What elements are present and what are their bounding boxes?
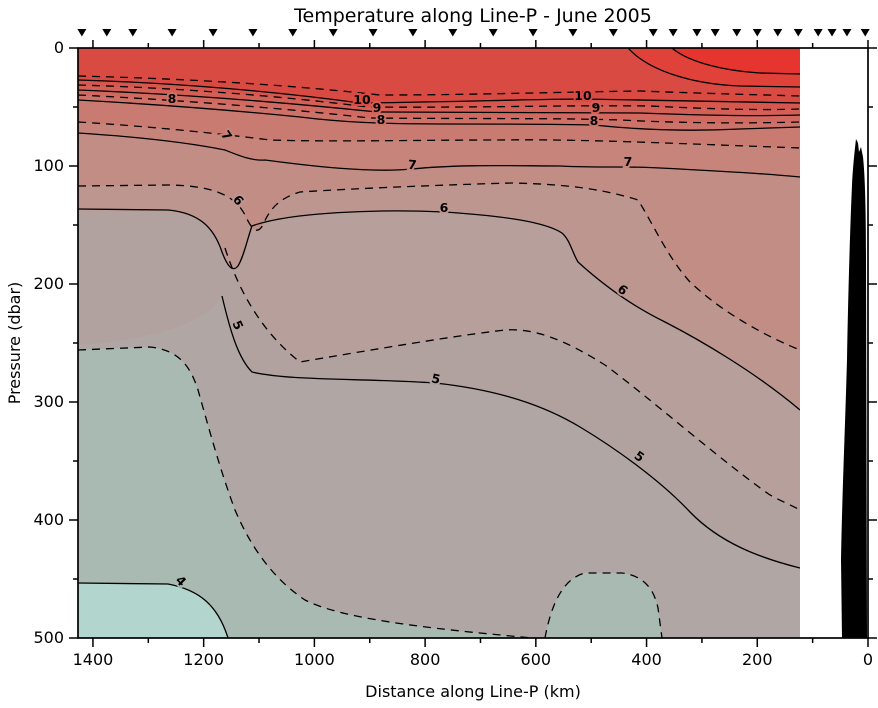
contour-line-5	[221, 295, 800, 569]
station-marker	[648, 29, 658, 37]
chart-title: Temperature along Line-P - June 2005	[293, 5, 652, 27]
y-axis-label: Pressure (dbar)	[5, 282, 24, 405]
contour-line-11	[627, 48, 800, 88]
contour-line-7	[78, 132, 800, 178]
station-marker	[248, 29, 258, 37]
station-marker	[528, 29, 538, 37]
contour-line-12	[671, 48, 800, 75]
station-marker	[732, 29, 742, 37]
contour-line-10	[78, 79, 800, 104]
x-tick-label-1400: 1400	[73, 650, 114, 669]
contour-lines	[78, 48, 800, 638]
x-tick-label-800: 800	[410, 650, 441, 669]
station-marker	[288, 29, 298, 37]
station-marker	[568, 29, 578, 37]
station-marker	[752, 29, 762, 37]
contour-label-6: 6	[440, 200, 449, 215]
x-tick-label-1000: 1000	[294, 650, 335, 669]
tick-labels: 1400 1200 1000 800 600 400 200 0 0 100 200 300 400 50…	[33, 38, 873, 669]
station-marker	[793, 29, 803, 37]
station-marker	[710, 29, 720, 37]
station-marker	[102, 29, 112, 37]
station-marker	[860, 29, 870, 37]
contour-fill-bands	[78, 48, 800, 638]
x-tick-label-0: 0	[863, 650, 873, 669]
contour-line-dashed-7.5	[78, 121, 800, 149]
contour-line-dashed-4.5	[78, 346, 534, 638]
y-tick-label-500: 500	[33, 628, 64, 647]
station-marker	[408, 29, 418, 37]
bathymetry-mask	[841, 139, 867, 638]
contour-line-dashed-10.5	[78, 75, 800, 97]
contour-line-8	[78, 99, 800, 131]
contour-label-7: 7	[624, 154, 633, 169]
x-tick-label-1200: 1200	[183, 650, 224, 669]
contour-line-6	[78, 208, 800, 411]
station-marker	[128, 29, 138, 37]
station-marker	[328, 29, 338, 37]
station-marker	[368, 29, 378, 37]
band-ge-10	[78, 48, 800, 103]
station-marker	[448, 29, 458, 37]
station-marker	[167, 29, 177, 37]
contour-line-dashed-8.5	[78, 94, 800, 124]
y-tick-label-400: 400	[33, 510, 64, 529]
contour-line-dashed-4.5	[544, 572, 663, 638]
contour-label-8: 8	[590, 113, 599, 128]
station-marker	[608, 29, 618, 37]
station-markers	[77, 29, 870, 37]
station-marker	[692, 29, 702, 37]
axis-ticks	[69, 40, 877, 647]
band-ge-12	[672, 48, 800, 74]
station-marker	[813, 29, 823, 37]
contour-label-9: 9	[373, 100, 382, 115]
contour-line-dashed-6.5	[78, 182, 800, 351]
contour-label-8: 8	[168, 91, 177, 106]
contour-label-7: 7	[407, 157, 417, 173]
station-marker	[77, 29, 87, 37]
x-tick-label-400: 400	[631, 650, 662, 669]
contour-line-4	[78, 582, 229, 638]
contour-label-10: 10	[574, 88, 592, 103]
y-tick-label-0: 0	[54, 38, 64, 57]
contour-label-9: 9	[592, 100, 601, 115]
station-marker	[773, 29, 783, 37]
y-tick-label-200: 200	[33, 274, 64, 293]
y-tick-label-300: 300	[33, 392, 64, 411]
station-marker	[668, 29, 678, 37]
x-tick-label-200: 200	[742, 650, 773, 669]
station-marker	[208, 29, 218, 37]
contour-line-dashed-9.5	[78, 84, 800, 111]
station-marker	[827, 29, 837, 37]
contour-line-9	[78, 89, 800, 117]
station-marker	[842, 29, 852, 37]
station-marker	[488, 29, 498, 37]
contour-label-8: 8	[377, 112, 386, 127]
x-tick-label-600: 600	[521, 650, 552, 669]
y-tick-label-100: 100	[33, 156, 64, 175]
contour-label-10: 10	[353, 92, 371, 107]
x-axis-label: Distance along Line-P (km)	[365, 682, 581, 701]
